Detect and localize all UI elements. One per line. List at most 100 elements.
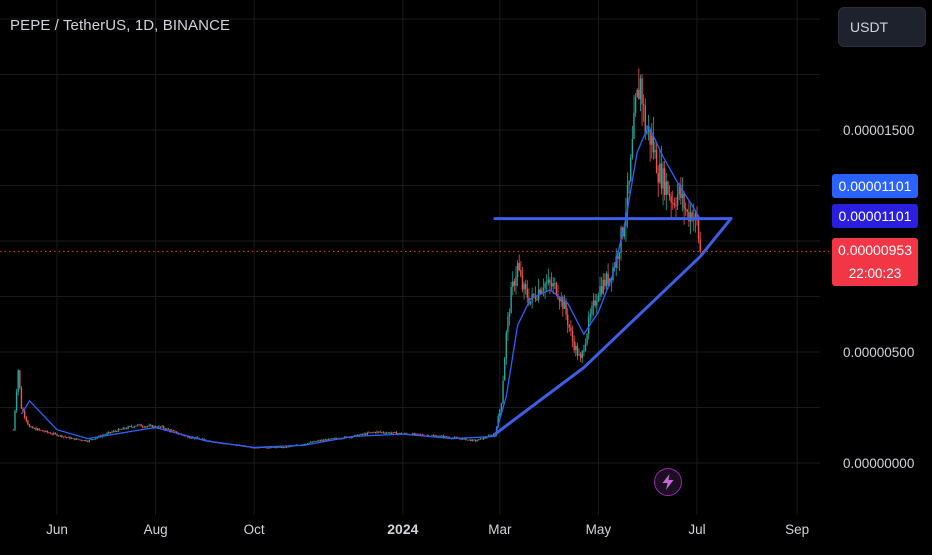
candle-body xyxy=(654,150,656,153)
candle-body xyxy=(591,306,593,315)
candle-body xyxy=(166,428,168,430)
candle-body xyxy=(691,212,693,221)
current-price-label: 0.00000953 xyxy=(838,242,912,258)
candle-body xyxy=(285,446,288,448)
candle-body xyxy=(258,447,260,449)
candle-body xyxy=(116,431,118,432)
candle-body xyxy=(670,196,672,203)
candle-body xyxy=(686,210,689,212)
candle-body xyxy=(431,435,433,437)
candle-body xyxy=(59,435,61,437)
candle-body xyxy=(43,431,45,432)
candle-body xyxy=(335,438,338,439)
candle-body xyxy=(392,432,394,434)
candle-body xyxy=(444,436,446,438)
candle-body xyxy=(541,290,543,294)
candle-body xyxy=(15,391,18,411)
candle-body xyxy=(415,433,417,435)
candle-body xyxy=(565,301,567,315)
candle-body xyxy=(190,437,192,439)
candle-body xyxy=(489,435,491,437)
candle-body xyxy=(571,331,574,342)
candle-body xyxy=(109,432,112,433)
candle-body xyxy=(421,434,423,436)
candle-body xyxy=(634,97,637,114)
candle-body xyxy=(90,439,92,441)
candle-body xyxy=(461,438,464,440)
candle-body xyxy=(600,286,603,294)
y-tick-label: 0.00000000 xyxy=(843,456,914,471)
candle-body xyxy=(445,436,448,438)
candle-body xyxy=(575,345,577,351)
x-tick-label: Mar xyxy=(488,522,512,537)
candle-body xyxy=(683,193,685,209)
candle-body xyxy=(167,428,170,430)
candle-body xyxy=(145,426,147,428)
candle-body xyxy=(516,263,519,277)
candle-body xyxy=(321,439,323,441)
symbol-title[interactable]: PEPE / TetherUS, 1D, BINANCE xyxy=(10,17,231,34)
candle-body xyxy=(672,202,674,204)
candle-body xyxy=(579,354,582,359)
candle-body xyxy=(23,411,26,417)
candle-body xyxy=(108,432,110,434)
candle-body xyxy=(599,286,601,296)
candle-body xyxy=(578,354,580,356)
candle-body xyxy=(203,438,205,440)
candle-body xyxy=(32,426,34,429)
candle-body xyxy=(398,432,401,434)
candle-body xyxy=(533,293,535,296)
candle-body xyxy=(626,184,629,213)
candle-body xyxy=(395,432,398,435)
candle-body xyxy=(352,436,354,438)
candle-body xyxy=(153,426,155,428)
candle-body xyxy=(256,447,259,449)
candle-body xyxy=(675,205,677,207)
x-tick-label: 2024 xyxy=(387,521,418,537)
candle-body xyxy=(91,439,94,441)
candle-body xyxy=(508,313,511,317)
candle-body xyxy=(583,350,585,352)
candle-body xyxy=(592,300,595,307)
candle-body xyxy=(570,327,572,332)
candle-body xyxy=(255,447,257,449)
candle-body xyxy=(129,426,131,428)
candle-body xyxy=(82,440,84,442)
drawings-layer[interactable] xyxy=(493,217,733,436)
x-tick-label: May xyxy=(586,522,612,537)
candle-body xyxy=(174,430,176,432)
flash-button[interactable] xyxy=(654,468,682,496)
candle-body xyxy=(665,181,667,195)
candle-body xyxy=(500,403,503,410)
currency-button[interactable]: USDT xyxy=(838,7,926,47)
candle-body xyxy=(385,432,388,434)
candle-body xyxy=(106,433,108,435)
candle-body xyxy=(114,430,116,432)
ascending-trendline[interactable] xyxy=(493,217,733,436)
candle-body xyxy=(413,433,415,435)
candle-body xyxy=(135,425,137,427)
candle-body xyxy=(150,425,152,427)
candle-body xyxy=(318,440,320,442)
candle-body xyxy=(87,441,89,442)
candle-body xyxy=(680,184,682,199)
candle-body xyxy=(597,295,600,302)
candle-body xyxy=(418,433,420,435)
candle-body xyxy=(140,424,142,427)
candle-body xyxy=(470,439,472,441)
candle-body xyxy=(542,288,545,291)
candle-body xyxy=(549,279,551,284)
candle-body xyxy=(662,168,664,189)
candle-body xyxy=(20,387,23,409)
candle-body xyxy=(697,220,700,240)
candle-body xyxy=(434,435,436,437)
candle-body xyxy=(159,426,162,428)
candle-body xyxy=(647,129,650,132)
candle-body xyxy=(660,163,663,189)
current-price-badge xyxy=(832,238,918,286)
candle-body xyxy=(515,276,517,286)
candle-body xyxy=(40,429,42,431)
candle-body xyxy=(33,428,36,429)
